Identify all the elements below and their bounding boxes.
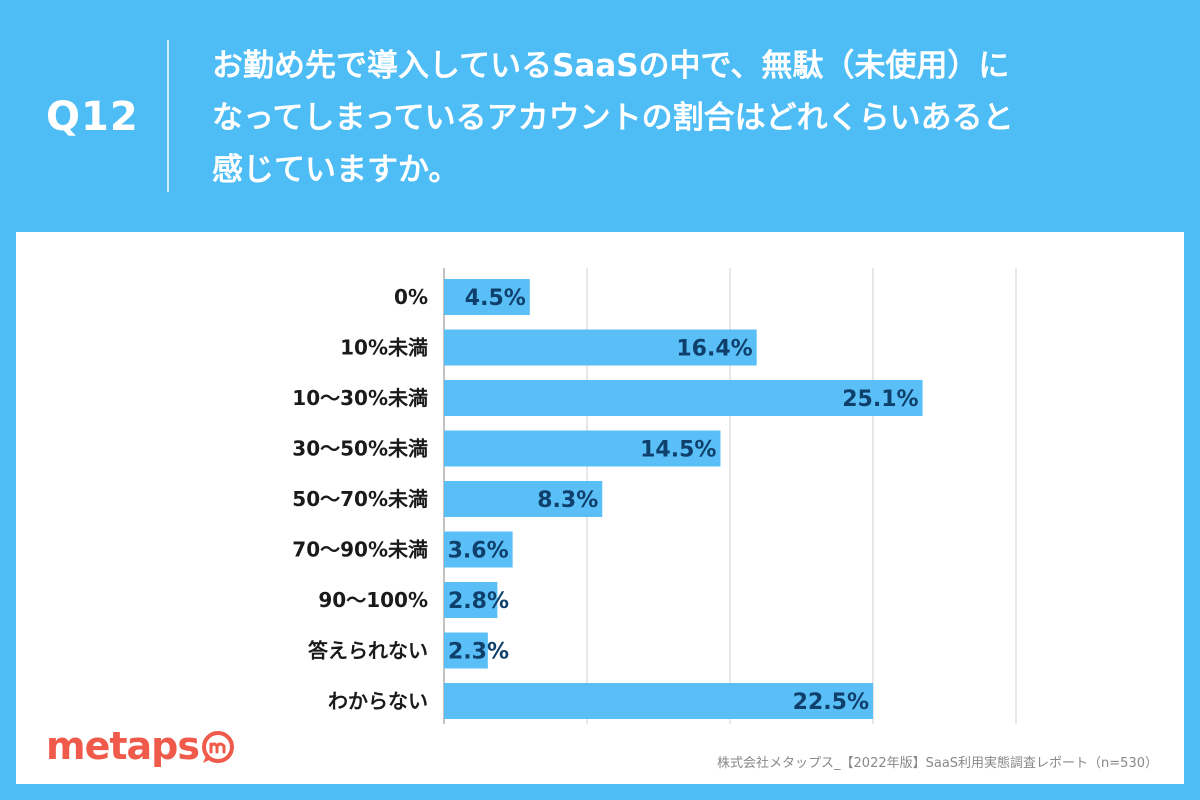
category-label-0: 0%: [394, 285, 428, 309]
bar-4: [444, 481, 603, 517]
category-label-3: 30〜50%未満: [292, 437, 428, 461]
value-label-2: 25.1%: [842, 387, 918, 412]
bar-7: [444, 632, 488, 669]
question-text-line-2: なってしまっているアカウントの割合はどれくらいあると: [212, 100, 1014, 136]
bar-chart: 0% 4.5% 10%未満 16.4% 10〜30%未満 25.1% 30〜50%未満 14.…: [292, 268, 1017, 724]
category-label-7: 答えられない: [308, 639, 428, 663]
category-label-8: わからない: [328, 689, 428, 713]
category-label-5: 70〜90%未満: [292, 538, 428, 562]
bar-6: [444, 582, 498, 618]
category-label-2: 10〜30%未満: [292, 386, 428, 410]
metaps-m-icon: [202, 731, 234, 763]
category-label-6: 90〜100%: [318, 588, 428, 612]
value-label-7: 2.3%: [448, 640, 509, 665]
value-label-6: 2.8%: [448, 589, 509, 614]
question-text-line-1: お勤め先で導入しているSaaSの中で、無駄（未使用）に: [212, 48, 1010, 84]
chart-panel: 0% 4.5% 10%未満 16.4% 10〜30%未満 25.1% 30〜50%未満 14.…: [16, 232, 1184, 784]
category-label-1: 10%未満: [340, 336, 428, 360]
category-label-4: 50〜70%未満: [292, 487, 428, 511]
value-label-0: 4.5%: [465, 286, 526, 311]
value-label-8: 22.5%: [793, 690, 869, 715]
value-label-1: 16.4%: [676, 337, 752, 362]
bar-5: [444, 531, 513, 568]
source-caption: 株式会社メタップス_【2022年版】SaaS利用実態調査レポート（n=530）: [717, 756, 1158, 771]
metaps-logo: metaps: [46, 726, 237, 766]
logo-text: metaps: [46, 724, 200, 768]
bar-2: [444, 380, 923, 416]
question-text-line-3: 感じていますか。: [212, 152, 460, 188]
bar-0: [444, 279, 530, 315]
bar-1: [444, 329, 757, 366]
question-header: Q12 お勤め先で導入しているSaaSの中で、無駄（未使用）に なってしまってい…: [0, 0, 1200, 232]
bar-8: [444, 683, 873, 719]
header-divider: [167, 40, 169, 192]
question-text: お勤め先で導入しているSaaSの中で、無駄（未使用）に なってしまっているアカウ…: [212, 40, 1172, 196]
bar-3: [444, 430, 721, 467]
value-label-4: 8.3%: [537, 488, 598, 513]
value-label-5: 3.6%: [448, 539, 509, 564]
value-label-3: 14.5%: [640, 438, 716, 463]
question-number: Q12: [46, 94, 139, 140]
